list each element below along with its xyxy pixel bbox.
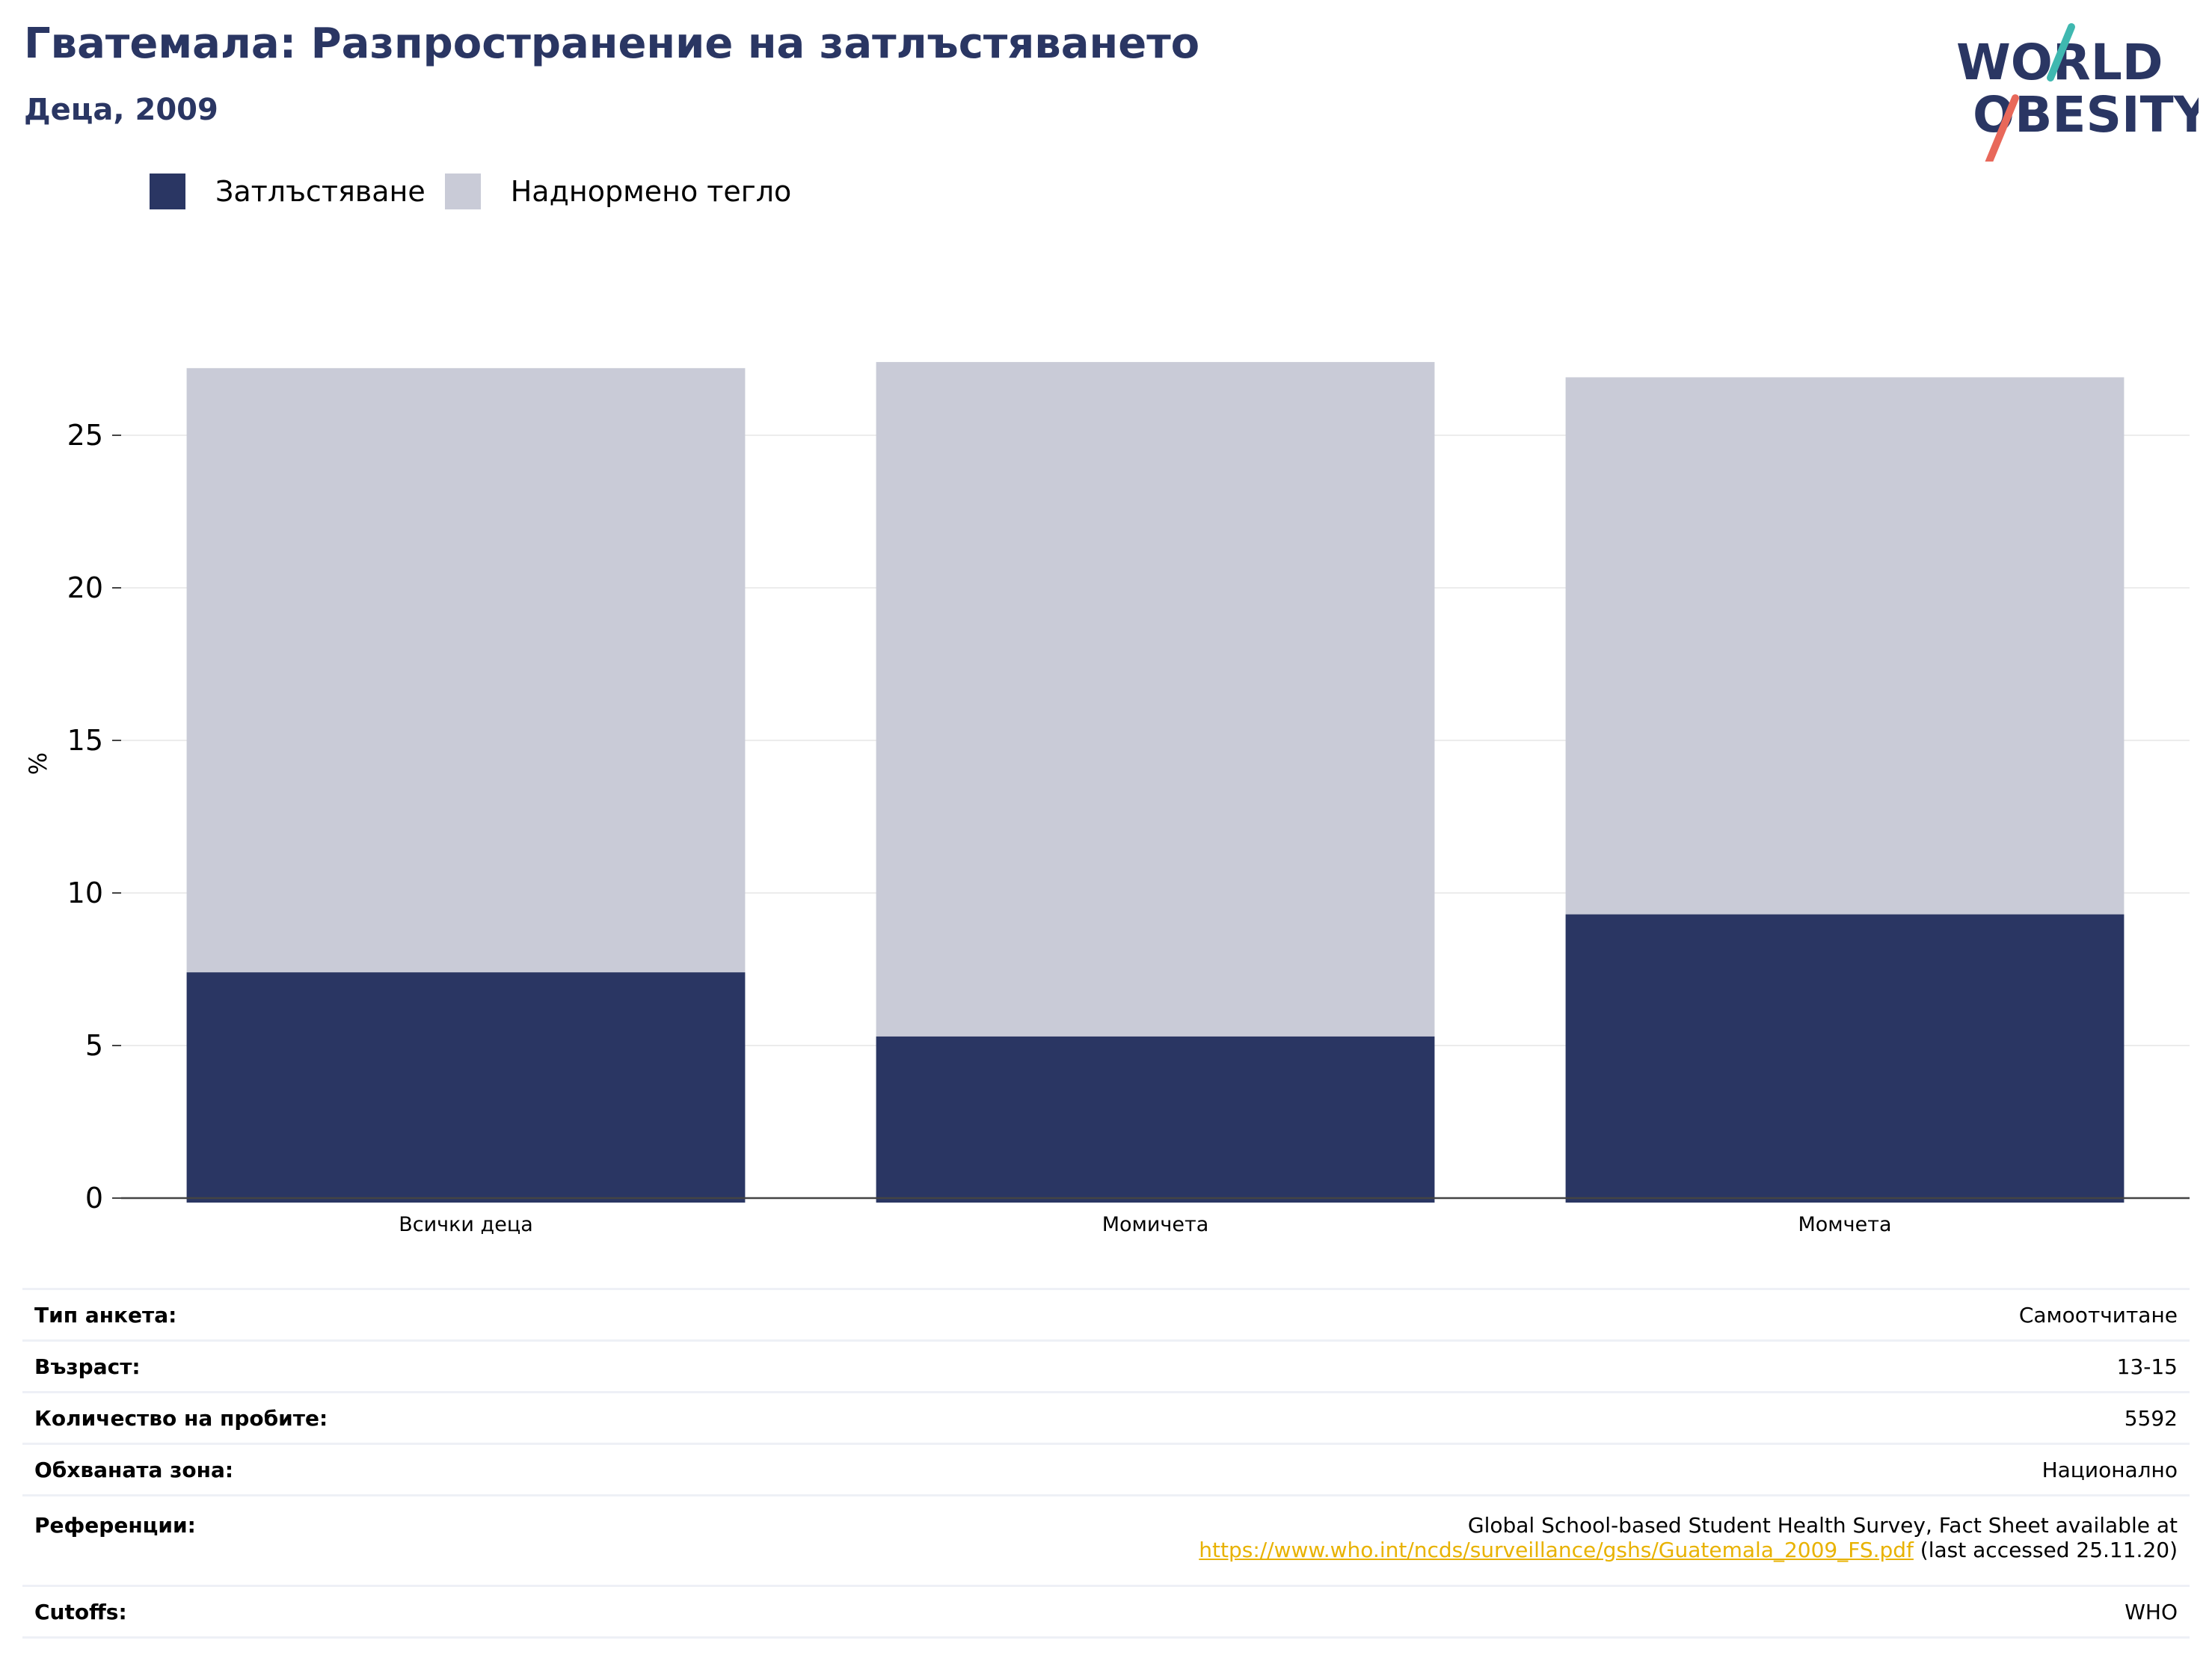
survey-info-table: Тип анкета: Самоотчитане Възраст: 13-15 … (22, 1288, 2190, 1639)
y-tick-label: 20 (67, 571, 103, 604)
bar-overweight-0[interactable] (186, 368, 746, 973)
legend-swatch-overweight (444, 174, 481, 209)
info-row-area: Обхваната зона: Национално (22, 1443, 2190, 1496)
y-tick-label: 10 (67, 877, 103, 909)
bar-overweight-1[interactable] (876, 362, 1435, 1037)
info-row-age: Възраст: 13-15 (22, 1339, 2190, 1393)
info-row-references: Референции: Global School-based Student … (22, 1494, 2190, 1587)
info-label: Тип анкета: (22, 1288, 340, 1342)
info-value: WHO (340, 1585, 2190, 1639)
info-value: 13-15 (340, 1339, 2190, 1393)
info-label: Cutoffs: (22, 1585, 340, 1639)
x-category-label: Момчета (1798, 1213, 1891, 1236)
info-row-cutoffs: Cutoffs: WHO (22, 1585, 2190, 1639)
info-row-survey-type: Тип анкета: Самоотчитане (22, 1288, 2190, 1342)
world-obesity-logo: WORLD OBESITY (1956, 23, 2199, 162)
info-value: Национално (340, 1443, 2190, 1496)
reference-text: Global School-based Student Health Surve… (1467, 1513, 2178, 1538)
info-label: Количество на пробите: (22, 1391, 340, 1445)
legend-label-overweight: Наднормено тегло (510, 175, 792, 208)
y-tick-label: 25 (67, 419, 103, 452)
y-tick-label: 15 (67, 724, 103, 757)
x-category-label: Всички деца (399, 1213, 533, 1236)
reference-accessed-text: (last accessed 25.11.20) (1913, 1538, 2178, 1562)
info-value: Самоотчитане (340, 1288, 2190, 1342)
y-axis-title: % (24, 752, 52, 775)
bar-obesity-0[interactable] (186, 972, 746, 1203)
legend-label-obesity: Затлъстяване (215, 175, 425, 208)
info-label: Референции: (22, 1494, 340, 1587)
x-category-label: Момичета (1102, 1213, 1209, 1236)
info-row-sample-size: Количество на пробите: 5592 (22, 1391, 2190, 1445)
legend: Затлъстяване Наднормено тегло (150, 171, 811, 212)
info-label: Обхваната зона: (22, 1443, 340, 1496)
bar-obesity-2[interactable] (1565, 914, 2125, 1203)
reference-link[interactable]: https://www.who.int/ncds/surveillance/gs… (1199, 1538, 1914, 1562)
info-label: Възраст: (22, 1339, 340, 1393)
chart-subtitle: Деца, 2009 (24, 93, 218, 127)
y-tick-label: 5 (85, 1029, 103, 1062)
bar-overweight-2[interactable] (1565, 377, 2125, 915)
legend-item-obesity[interactable]: Затлъстяване (150, 174, 425, 209)
info-value: Global School-based Student Health Surve… (340, 1494, 2190, 1587)
bar-obesity-1[interactable] (876, 1036, 1435, 1203)
legend-item-overweight[interactable]: Наднормено тегло (444, 174, 792, 209)
legend-swatch-obesity (150, 174, 185, 209)
info-value: 5592 (340, 1391, 2190, 1445)
stacked-bar-chart: 0 5 10 15 20 25% Всички деца Момичета Момчета (24, 362, 2190, 1236)
y-tick-label: 0 (85, 1182, 103, 1215)
chart-title: Гватемала: Разпространение на затлъстява… (24, 19, 1200, 68)
